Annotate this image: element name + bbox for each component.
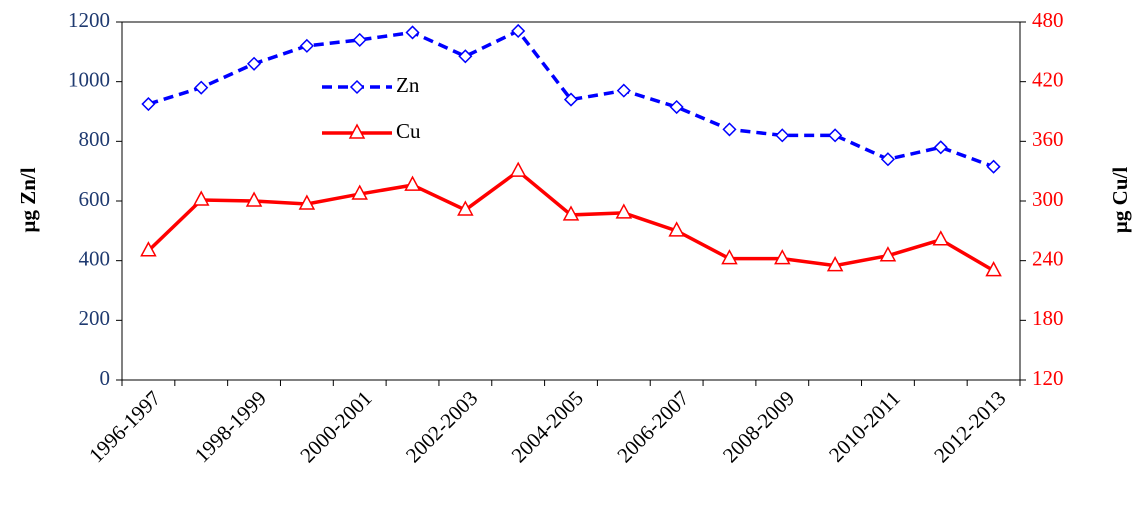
data-point <box>245 191 263 207</box>
data-point <box>721 249 738 265</box>
x-tick-label: 2004-2005 <box>507 386 588 467</box>
y-tick-label: 200 <box>79 306 111 330</box>
x-tick-label: 2008-2009 <box>718 386 799 467</box>
y2-axis-title: µg Cu/l <box>1108 167 1132 234</box>
x-tick-label: 1998-1999 <box>190 386 271 467</box>
data-point <box>351 184 368 200</box>
data-point <box>352 32 367 47</box>
y-tick-label: 800 <box>79 127 111 151</box>
data-point <box>826 256 844 272</box>
data-point <box>140 241 157 257</box>
data-point <box>563 92 579 107</box>
series-line <box>147 28 995 169</box>
data-point <box>616 83 631 98</box>
legend-marker <box>348 123 366 139</box>
y2-tick-label: 480 <box>1032 8 1064 32</box>
y2-tick-label: 120 <box>1032 366 1064 390</box>
x-tick-label: 2006-2007 <box>612 386 693 467</box>
data-point <box>668 221 685 237</box>
data-point <box>405 25 420 40</box>
data-point <box>986 159 1001 174</box>
x-tick-label: 2010-2011 <box>824 386 905 467</box>
data-point <box>299 38 314 53</box>
data-point <box>511 23 526 39</box>
legend-label: Cu <box>396 119 421 143</box>
data-point <box>933 140 948 155</box>
data-point <box>141 96 156 112</box>
data-point <box>774 249 791 265</box>
data-point <box>828 128 843 143</box>
y-tick-label: 1000 <box>68 67 110 91</box>
data-point <box>458 49 473 64</box>
data-point <box>562 205 580 221</box>
data-point <box>932 230 950 246</box>
x-tick-label: 2000-2001 <box>295 386 376 467</box>
data-point <box>404 175 421 191</box>
y-tick-label: 1200 <box>68 8 110 32</box>
x-tick-label: 2002-2003 <box>401 386 482 467</box>
data-point <box>775 128 790 143</box>
data-point <box>457 200 474 216</box>
data-point <box>192 190 210 206</box>
data-point <box>669 99 684 115</box>
data-point <box>985 261 1002 277</box>
data-point <box>879 246 897 262</box>
data-point <box>194 80 209 95</box>
series-line <box>147 168 995 273</box>
data-point <box>509 161 527 177</box>
y-tick-label: 400 <box>79 246 111 270</box>
data-point <box>880 152 896 167</box>
y-axis-title: µg Zn/l <box>16 167 40 232</box>
y-tick-label: 600 <box>79 187 111 211</box>
legend-marker <box>349 79 365 95</box>
data-point <box>722 122 737 137</box>
data-point <box>298 194 316 210</box>
x-tick-label: 2012-2013 <box>929 386 1010 467</box>
data-point <box>615 203 633 219</box>
y2-tick-label: 300 <box>1032 187 1064 211</box>
y2-tick-label: 180 <box>1032 306 1064 330</box>
y2-tick-label: 360 <box>1032 127 1064 151</box>
y2-tick-label: 240 <box>1032 246 1064 270</box>
data-point <box>246 56 262 71</box>
y-tick-label: 0 <box>100 366 111 390</box>
x-tick-label: 1996-1997 <box>84 386 165 467</box>
legend-label: Zn <box>396 73 420 97</box>
y2-tick-label: 420 <box>1032 67 1064 91</box>
